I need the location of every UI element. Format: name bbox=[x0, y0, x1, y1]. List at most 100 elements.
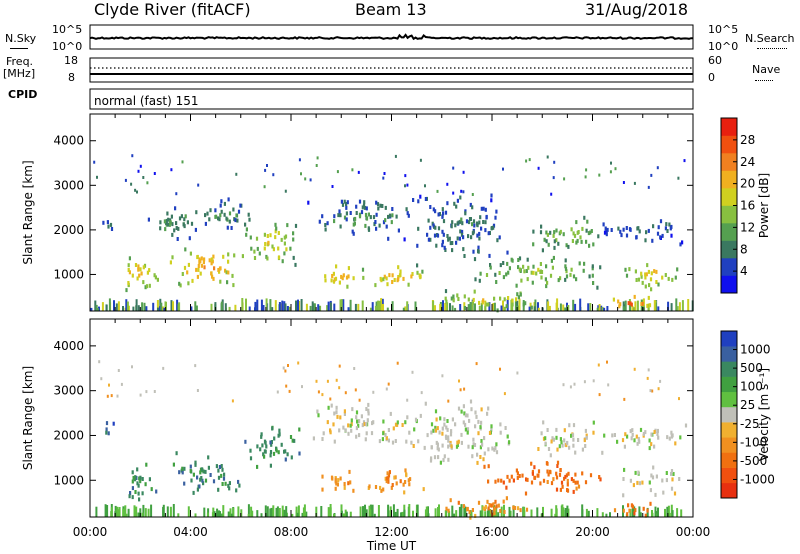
power-ground-scatter bbox=[632, 307, 635, 311]
power-echo-cell bbox=[208, 217, 211, 222]
velocity-echo-cell bbox=[613, 433, 616, 437]
velocity-echo-cell bbox=[446, 427, 449, 432]
power-ground-scatter bbox=[245, 298, 247, 311]
power-ground-scatter bbox=[295, 300, 297, 311]
power-echo-cell bbox=[502, 261, 505, 265]
power-echo-cell bbox=[107, 224, 110, 229]
velocity-echo-cell bbox=[548, 469, 551, 474]
power-echo-cell bbox=[630, 302, 633, 307]
power-echo-cell bbox=[526, 277, 529, 282]
velocity-echo-cell bbox=[269, 440, 272, 445]
velocity-echo-cell bbox=[332, 422, 335, 427]
power-echo-cell bbox=[427, 218, 430, 223]
velocity-echo-cell bbox=[546, 469, 549, 474]
velocity-colorbar-swatch bbox=[721, 391, 737, 408]
velocity-echo-cell bbox=[137, 483, 140, 488]
power-echo-cell bbox=[277, 246, 280, 251]
power-echo-cell bbox=[659, 219, 663, 224]
velocity-echo-cell bbox=[105, 421, 109, 426]
power-echo-cell bbox=[341, 276, 344, 281]
power-echo-cell bbox=[459, 229, 462, 234]
power-ground-scatter bbox=[286, 306, 289, 311]
time-xtick-label: 20:00 bbox=[575, 525, 610, 539]
velocity-ground-scatter bbox=[276, 506, 279, 517]
power-echo-cell bbox=[410, 274, 413, 279]
velocity-echo-cell bbox=[662, 490, 665, 495]
power-ground-scatter bbox=[305, 303, 308, 311]
velocity-ground-scatter bbox=[555, 508, 558, 517]
velocity-echo-cell bbox=[259, 447, 262, 452]
power-echo-cell bbox=[225, 216, 228, 221]
power-sparse-echo bbox=[462, 190, 465, 194]
power-sparse-echo bbox=[609, 170, 612, 174]
power-echo-cell bbox=[541, 248, 544, 253]
power-echo-cell bbox=[234, 218, 237, 223]
power-ground-scatter bbox=[101, 302, 104, 311]
velocity-echo-cell bbox=[469, 515, 472, 520]
power-ground-scatter bbox=[500, 305, 503, 311]
power-colorbar-tick-label: 12 bbox=[740, 220, 755, 234]
velocity-ground-scatter bbox=[305, 511, 308, 517]
power-echo-cell bbox=[393, 278, 396, 282]
power-echo-cell bbox=[387, 236, 390, 241]
power-echo-cell bbox=[218, 217, 221, 222]
power-echo-cell bbox=[397, 277, 400, 282]
velocity-sparse-echo bbox=[117, 369, 120, 372]
power-echo-cell bbox=[247, 212, 250, 217]
velocity-echo-cell bbox=[217, 468, 220, 473]
power-ground-scatter bbox=[90, 307, 93, 311]
power-echo-cell bbox=[175, 221, 178, 226]
power-echo-cell bbox=[292, 231, 295, 236]
velocity-echo-cell bbox=[556, 460, 560, 465]
velocity-echo-cell bbox=[438, 430, 441, 435]
velocity-echo-cell bbox=[385, 476, 389, 481]
power-echo-cell bbox=[220, 209, 223, 214]
velocity-echo-cell bbox=[447, 438, 450, 443]
velocity-echo-cell bbox=[628, 508, 631, 513]
power-echo-cell bbox=[617, 226, 620, 231]
velocity-sparse-echo bbox=[108, 383, 110, 387]
velocity-sparse-echo bbox=[353, 367, 356, 370]
power-echo-cell bbox=[523, 269, 526, 274]
power-echo-cell bbox=[280, 237, 283, 242]
velocity-echo-cell bbox=[466, 506, 469, 511]
velocity-echo-cell bbox=[256, 444, 259, 449]
power-echo-cell bbox=[576, 238, 579, 243]
velocity-echo-cell bbox=[204, 469, 207, 474]
velocity-echo-cell bbox=[642, 432, 645, 436]
velocity-ground-scatter bbox=[581, 509, 584, 517]
power-echo-cell bbox=[343, 215, 347, 220]
power-echo-cell bbox=[148, 283, 151, 288]
velocity-sparse-echo bbox=[276, 390, 279, 394]
velocity-ytick-label: 4000 bbox=[53, 339, 84, 353]
velocity-echo-cell bbox=[196, 475, 199, 480]
velocity-ground-scatter bbox=[221, 513, 224, 517]
power-echo-cell bbox=[457, 297, 460, 301]
velocity-echo-cell bbox=[495, 450, 499, 455]
power-echo-cell bbox=[208, 258, 211, 263]
power-echo-cell bbox=[388, 213, 392, 218]
power-echo-cell bbox=[679, 242, 682, 247]
velocity-echo-cell bbox=[401, 423, 404, 427]
power-echo-cell bbox=[321, 214, 324, 219]
velocity-echo-cell bbox=[343, 412, 346, 416]
power-echo-cell bbox=[645, 272, 648, 277]
power-echo-cell bbox=[455, 204, 458, 209]
velocity-echo-cell bbox=[422, 487, 425, 492]
velocity-echo-cell bbox=[552, 477, 555, 482]
velocity-echo-cell bbox=[482, 457, 485, 462]
velocity-echo-cell bbox=[460, 440, 463, 445]
velocity-echo-cell bbox=[621, 438, 625, 443]
power-echo-cell bbox=[532, 229, 535, 234]
power-echo-cell bbox=[391, 273, 394, 278]
power-ground-scatter bbox=[484, 306, 487, 311]
power-echo-cell bbox=[164, 227, 167, 232]
velocity-sparse-echo bbox=[598, 393, 601, 397]
power-sparse-echo bbox=[610, 161, 612, 165]
velocity-echo-cell bbox=[556, 464, 559, 468]
velocity-ground-scatter bbox=[609, 512, 611, 517]
velocity-ground-scatter bbox=[162, 504, 165, 517]
velocity-ground-scatter bbox=[638, 506, 641, 517]
velocity-sparse-echo bbox=[562, 383, 565, 387]
velocity-echo-cell bbox=[357, 423, 360, 428]
